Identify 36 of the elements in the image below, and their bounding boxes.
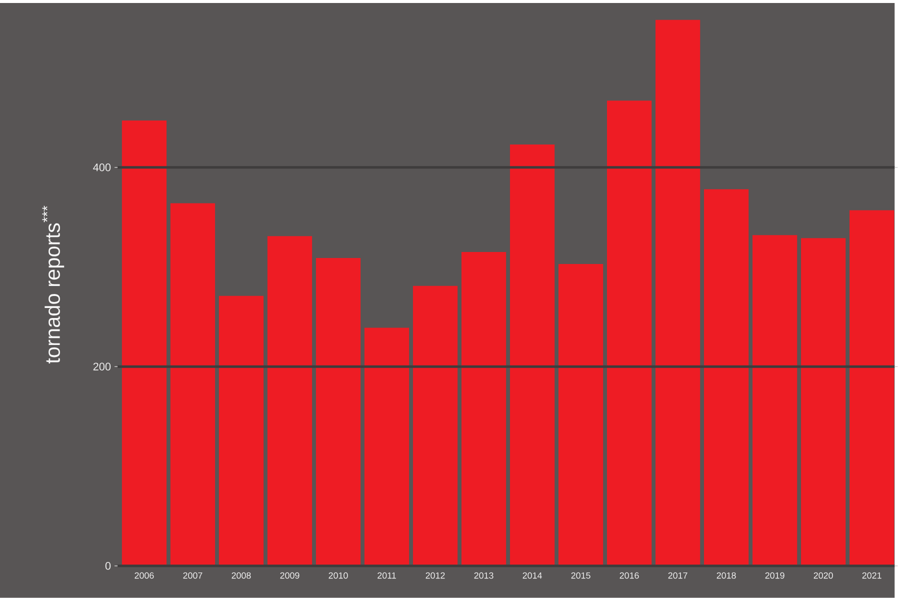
x-tick-label: 2016 <box>620 572 639 579</box>
y-tick-label: 0 <box>105 562 111 570</box>
x-tick-label: 2020 <box>814 572 833 579</box>
bar <box>267 236 312 566</box>
bar <box>850 210 894 566</box>
bar <box>606 100 652 566</box>
bar <box>122 120 167 566</box>
bar <box>558 264 604 566</box>
x-tick-label: 2006 <box>134 572 154 579</box>
x-tick-label: 2011 <box>378 572 396 579</box>
bar <box>170 203 216 566</box>
x-tick-label: 2007 <box>183 572 202 579</box>
x-tick-label: 2014 <box>522 572 542 579</box>
bar <box>364 328 410 566</box>
bar <box>218 296 264 566</box>
x-tick-label: 2013 <box>474 572 494 579</box>
x-tick-label: 2019 <box>765 572 784 579</box>
x-tick-label: 2009 <box>280 572 300 579</box>
y-tick-label: 400 <box>93 164 111 172</box>
x-tick-label: 2008 <box>232 572 251 579</box>
bar <box>461 252 506 566</box>
x-tick-label: 2012 <box>426 572 445 579</box>
y-tick-label: 200 <box>93 362 111 371</box>
x-tick-label: 2015 <box>571 572 590 579</box>
x-tick-label: 2021 <box>862 572 882 579</box>
x-tick-label: 2018 <box>716 572 736 579</box>
bar <box>655 20 700 566</box>
x-tick-label: 2017 <box>668 572 688 579</box>
bar <box>510 144 555 566</box>
bar <box>412 286 458 566</box>
bar <box>704 189 749 566</box>
bar <box>316 258 361 566</box>
x-tick-label: 2010 <box>328 572 348 579</box>
bar <box>752 235 798 566</box>
y-axis-title: tornado reports$^{***}$ <box>42 206 64 364</box>
bar <box>801 238 846 566</box>
